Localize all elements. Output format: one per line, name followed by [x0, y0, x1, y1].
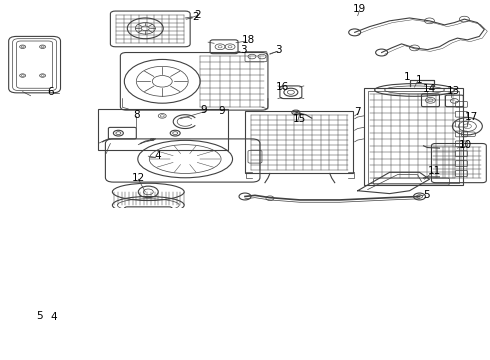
Text: 9: 9 [201, 105, 207, 115]
Text: 14: 14 [423, 84, 436, 94]
Text: 4: 4 [50, 312, 57, 323]
Bar [364, 88, 464, 185]
Text: 16: 16 [276, 82, 290, 92]
Text: 3: 3 [240, 45, 246, 55]
Text: 17: 17 [465, 112, 478, 122]
Text: 19: 19 [353, 4, 367, 14]
Bar [368, 90, 460, 183]
Text: 11: 11 [428, 166, 441, 176]
Text: 15: 15 [293, 114, 306, 124]
Text: 9: 9 [219, 106, 225, 116]
Text: 6: 6 [47, 87, 54, 97]
Text: 8: 8 [133, 110, 140, 120]
Text: 7: 7 [354, 107, 361, 117]
Text: 10: 10 [459, 140, 472, 150]
Text: 5: 5 [423, 190, 430, 200]
Text: 5: 5 [37, 311, 43, 321]
Text: 2: 2 [194, 9, 200, 19]
Text: 1: 1 [404, 72, 411, 82]
Text: 18: 18 [242, 35, 255, 45]
Text: 2: 2 [192, 12, 199, 22]
Bar [245, 111, 353, 174]
Text: 3: 3 [275, 45, 282, 55]
Text: 12: 12 [132, 173, 145, 183]
Bar [98, 109, 228, 150]
Text: 13: 13 [447, 86, 460, 95]
Text: 1: 1 [416, 75, 423, 85]
Text: 4: 4 [155, 151, 162, 161]
